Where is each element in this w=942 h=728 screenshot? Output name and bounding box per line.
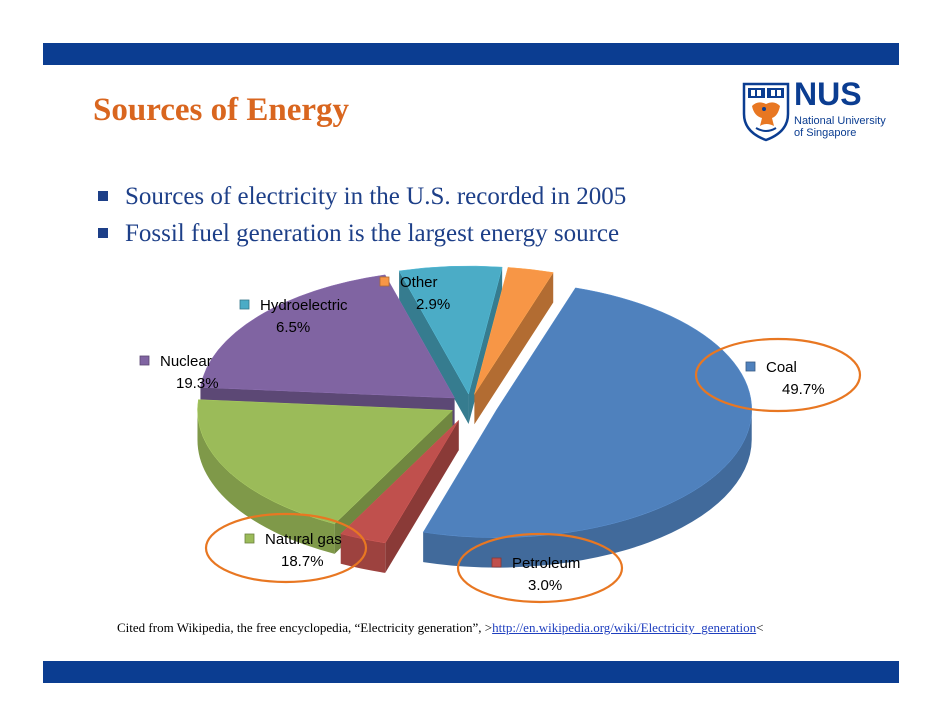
pie-value-nuclear: 19.3% [176,375,219,392]
legend-swatch-other [379,276,390,287]
pie-label-petroleum: Petroleum [512,555,580,572]
logo-name: NUS [794,76,862,112]
pie-label-coal: Coal [766,359,797,376]
citation-suffix: < [756,620,764,635]
citation-link[interactable]: http://en.wikipedia.org/wiki/Electricity… [492,620,757,635]
slide-title: Sources of Energy [93,92,350,128]
citation-text: Cited from Wikipedia, the free encyclope… [117,620,493,635]
bottom-banner-bar [43,661,899,683]
pie-slice-side-petroleum [340,533,386,573]
logo-subtitle: National University of Singapore [794,115,886,139]
pie-slice-hydroelectric [398,265,503,425]
pie-slice-side-natural-gas [197,410,335,554]
highlight-circle-petroleum [456,532,624,604]
top-banner-bar [43,43,899,65]
nus-logo: NUS National University of Singapore [742,76,886,144]
legend-swatch-nuclear [139,355,150,366]
pie-value-coal: 49.7% [782,381,825,398]
pie-slice-coal [422,287,752,568]
pie-label-other: Other [400,274,438,291]
pie-value-hydroelectric: 6.5% [276,319,310,336]
legend-swatch-hydroelectric [239,299,250,310]
nus-crest-icon [742,82,790,142]
pie-label-natural-gas: Natural gas [265,531,342,548]
pie-slice-side-coal [423,409,752,568]
bullet-item: Fossil fuel generation is the largest en… [98,215,626,252]
highlight-circle-coal [694,337,862,413]
pie-slice-wall-other-end [474,272,554,425]
legend-swatch-petroleum [491,557,502,568]
pie-slice-wall-hydroelectric-start [399,270,469,425]
pie-slice-top-other [474,267,554,395]
pie-value-other: 2.9% [416,296,450,313]
bullet-list: Sources of electricity in the U.S. recor… [98,178,626,252]
legend-swatch-coal [745,361,756,372]
pie-slice-top-coal [422,287,752,538]
pie-slice-petroleum [340,420,459,573]
pie-slices [197,265,752,573]
pie-label-hydroelectric: Hydroelectric [260,297,348,314]
pie-value-natural-gas: 18.7% [281,553,324,570]
highlight-circle-natural-gas [204,512,368,584]
square-bullet-icon [98,191,108,202]
legend-swatch-natural-gas [244,533,255,544]
bullet-item: Sources of electricity in the U.S. recor… [98,178,626,215]
pie-labels: Coal 49.7% Petroleum 3.0% Natural gas 18.7% Nu… [139,274,825,594]
bullet-text: Fossil fuel generation is the largest en… [125,220,620,247]
pie-slice-other [474,267,554,425]
bullet-text: Sources of electricity in the U.S. recor… [125,183,627,210]
pie-slice-top-hydroelectric [398,265,503,395]
square-bullet-icon [98,228,108,239]
citation: Cited from Wikipedia, the free encyclope… [117,620,763,636]
pie-label-nuclear: Nuclear [160,353,212,370]
pie-slice-top-nuclear [200,274,456,399]
pie-value-petroleum: 3.0% [528,577,562,594]
